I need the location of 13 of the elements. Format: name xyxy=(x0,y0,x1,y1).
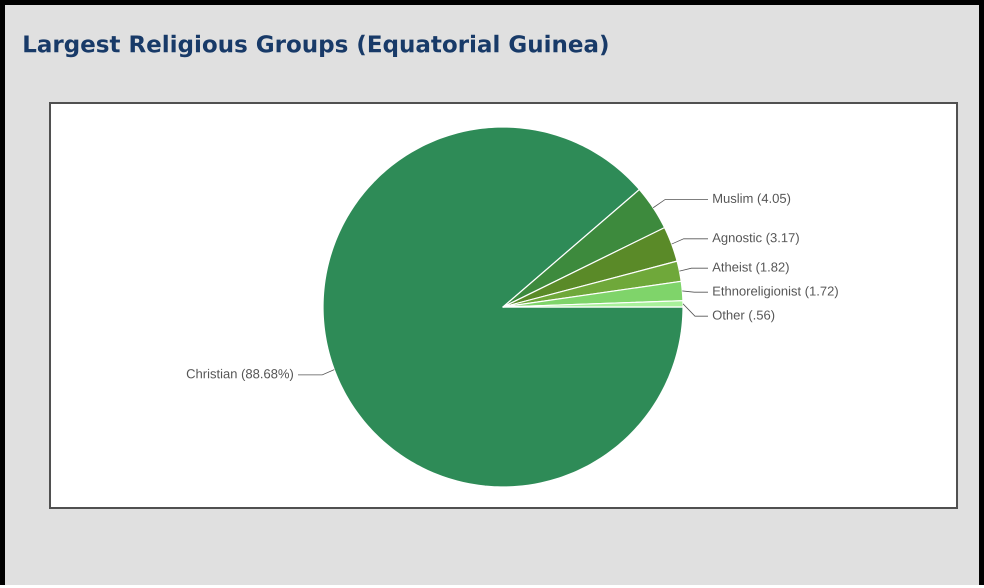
data-label: (4.05) xyxy=(758,194,790,206)
data-label: (1.72) xyxy=(806,286,838,298)
data-label: (.56) xyxy=(749,310,774,322)
slice-label: Ethnoreligionist xyxy=(713,286,801,298)
data-label: (3.17) xyxy=(766,233,799,246)
slice-label: Agnostic xyxy=(712,233,762,246)
slice-label: Muslim xyxy=(713,194,753,204)
data-label: (1.82) xyxy=(756,262,789,274)
slice-label: Atheist xyxy=(712,262,752,272)
slice-label: Christian xyxy=(186,369,237,379)
slice-label: Other xyxy=(712,310,745,320)
data-label: (88.68%) xyxy=(242,369,293,382)
chart-title: Largest Religious Groups (Equatorial Guinea) xyxy=(24,35,608,58)
